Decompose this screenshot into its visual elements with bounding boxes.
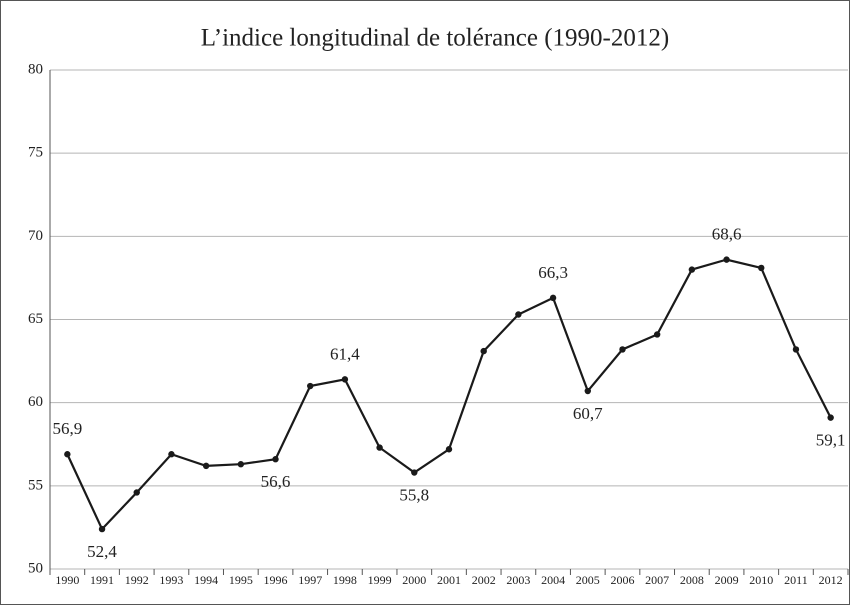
data-point xyxy=(168,451,175,458)
data-point xyxy=(515,311,522,318)
data-point xyxy=(411,469,418,476)
value-label: 66,3 xyxy=(538,263,568,282)
x-tick-label: 1992 xyxy=(125,573,149,587)
value-label: 55,8 xyxy=(399,485,429,504)
data-point xyxy=(827,414,834,421)
x-tick-label: 1996 xyxy=(264,573,288,587)
x-tick-label: 1993 xyxy=(159,573,183,587)
x-tick-label: 2000 xyxy=(402,573,426,587)
x-tick-label: 1994 xyxy=(194,573,218,587)
value-label: 61,4 xyxy=(330,344,360,363)
value-label: 68,6 xyxy=(712,225,742,244)
x-tick-label: 1999 xyxy=(368,573,392,587)
x-tick-label: 2011 xyxy=(784,573,808,587)
x-tick-label: 2002 xyxy=(472,573,496,587)
data-point xyxy=(376,444,383,451)
x-tick-label: 2006 xyxy=(610,573,634,587)
x-tick-label: 2004 xyxy=(541,573,565,587)
data-point xyxy=(445,446,453,453)
value-label: 56,9 xyxy=(52,419,82,438)
x-tick-label: 2008 xyxy=(680,573,704,587)
y-tick-label: 60 xyxy=(28,394,43,410)
data-point xyxy=(653,331,661,338)
x-tick-label: 2001 xyxy=(437,573,461,587)
y-tick-label: 55 xyxy=(28,477,43,493)
data-point xyxy=(584,387,591,395)
x-tick-label: 2003 xyxy=(506,573,530,587)
x-tick-label: 1990 xyxy=(55,573,79,587)
x-tick-label: 1991 xyxy=(90,573,114,587)
value-label: 60,7 xyxy=(573,404,603,423)
data-point xyxy=(758,264,765,272)
y-tick-label: 70 xyxy=(28,228,43,244)
data-point xyxy=(619,346,626,353)
data-point xyxy=(64,451,71,458)
data-point xyxy=(307,382,314,390)
data-point xyxy=(98,525,106,533)
x-tick-label: 2007 xyxy=(645,573,669,587)
data-point xyxy=(480,347,487,355)
y-tick-label: 80 xyxy=(28,61,43,77)
x-tick-label: 2012 xyxy=(819,573,843,587)
x-tick-label: 1995 xyxy=(229,573,253,587)
data-point xyxy=(341,376,349,383)
x-tick-label: 1997 xyxy=(298,573,322,587)
data-point xyxy=(272,456,279,463)
y-tick-label: 65 xyxy=(28,311,43,327)
data-point xyxy=(792,346,800,353)
y-tick-label: 50 xyxy=(28,560,43,576)
data-point xyxy=(133,489,140,496)
value-label: 59,1 xyxy=(816,431,846,450)
x-tick-label: 2005 xyxy=(576,573,600,587)
data-point xyxy=(549,294,557,302)
x-tick-label: 1998 xyxy=(333,573,357,587)
value-label: 56,6 xyxy=(261,472,291,491)
y-tick-label: 75 xyxy=(28,145,43,161)
data-point xyxy=(688,266,696,273)
data-point xyxy=(237,461,245,468)
data-point xyxy=(723,256,730,263)
data-point xyxy=(202,462,210,470)
chart-title: L’indice longitudinal de tolérance (1990… xyxy=(201,25,669,52)
value-label: 52,4 xyxy=(87,542,117,561)
x-tick-label: 2009 xyxy=(715,573,739,587)
x-tick-label: 2010 xyxy=(749,573,773,587)
